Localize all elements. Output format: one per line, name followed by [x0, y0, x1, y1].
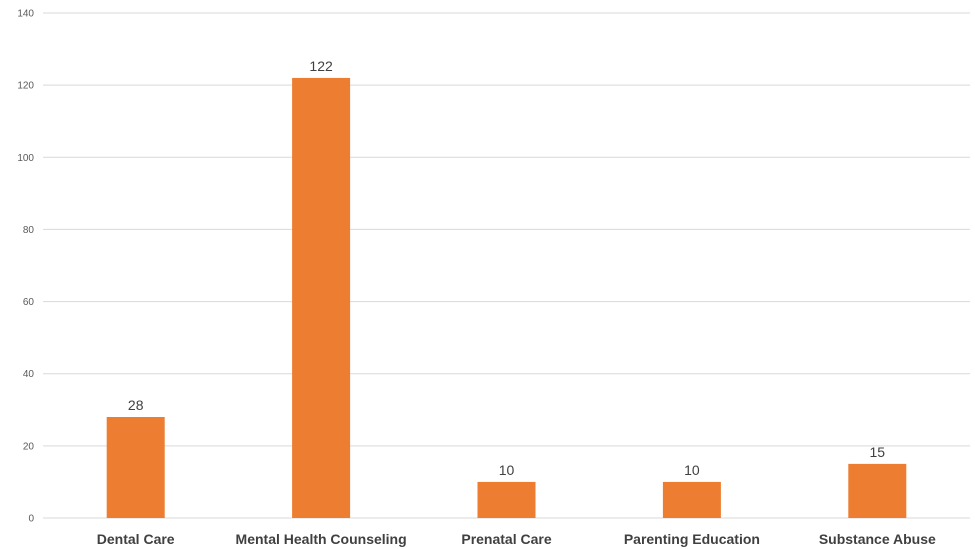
y-tick-label: 100: [17, 153, 34, 164]
data-label: 10: [499, 462, 515, 478]
category-label: Substance Abuse: [819, 531, 936, 547]
y-tick-label: 80: [23, 225, 35, 236]
data-labels: 28 122 10 10 15: [128, 58, 885, 478]
y-tick-label: 0: [28, 514, 34, 525]
bar-parenting-education: [662, 481, 721, 518]
gridlines: [43, 12, 970, 519]
category-label: Parenting Education: [624, 531, 760, 547]
y-tick-label: 40: [23, 369, 35, 380]
data-label: 15: [870, 444, 886, 460]
category-label: Mental Health Counseling: [236, 531, 407, 547]
bars: [106, 77, 907, 518]
category-label: Dental Care: [97, 531, 175, 547]
y-axis-ticks: 0 20 40 60 80 100 120 140: [17, 9, 34, 525]
data-label: 28: [128, 397, 144, 413]
bar-dental-care: [106, 417, 165, 518]
y-tick-label: 140: [17, 9, 34, 20]
bar-substance-abuse: [848, 463, 907, 518]
data-label: 122: [309, 58, 333, 74]
y-tick-label: 60: [23, 297, 35, 308]
bar-mental-health-counseling: [292, 77, 351, 518]
category-label: Prenatal Care: [461, 531, 551, 547]
bar-prenatal-care: [477, 481, 536, 518]
data-label: 10: [684, 462, 700, 478]
y-tick-label: 120: [17, 81, 34, 92]
y-tick-label: 20: [23, 441, 35, 452]
x-axis-categories: Dental Care Mental Health Counseling Prena…: [97, 531, 936, 547]
